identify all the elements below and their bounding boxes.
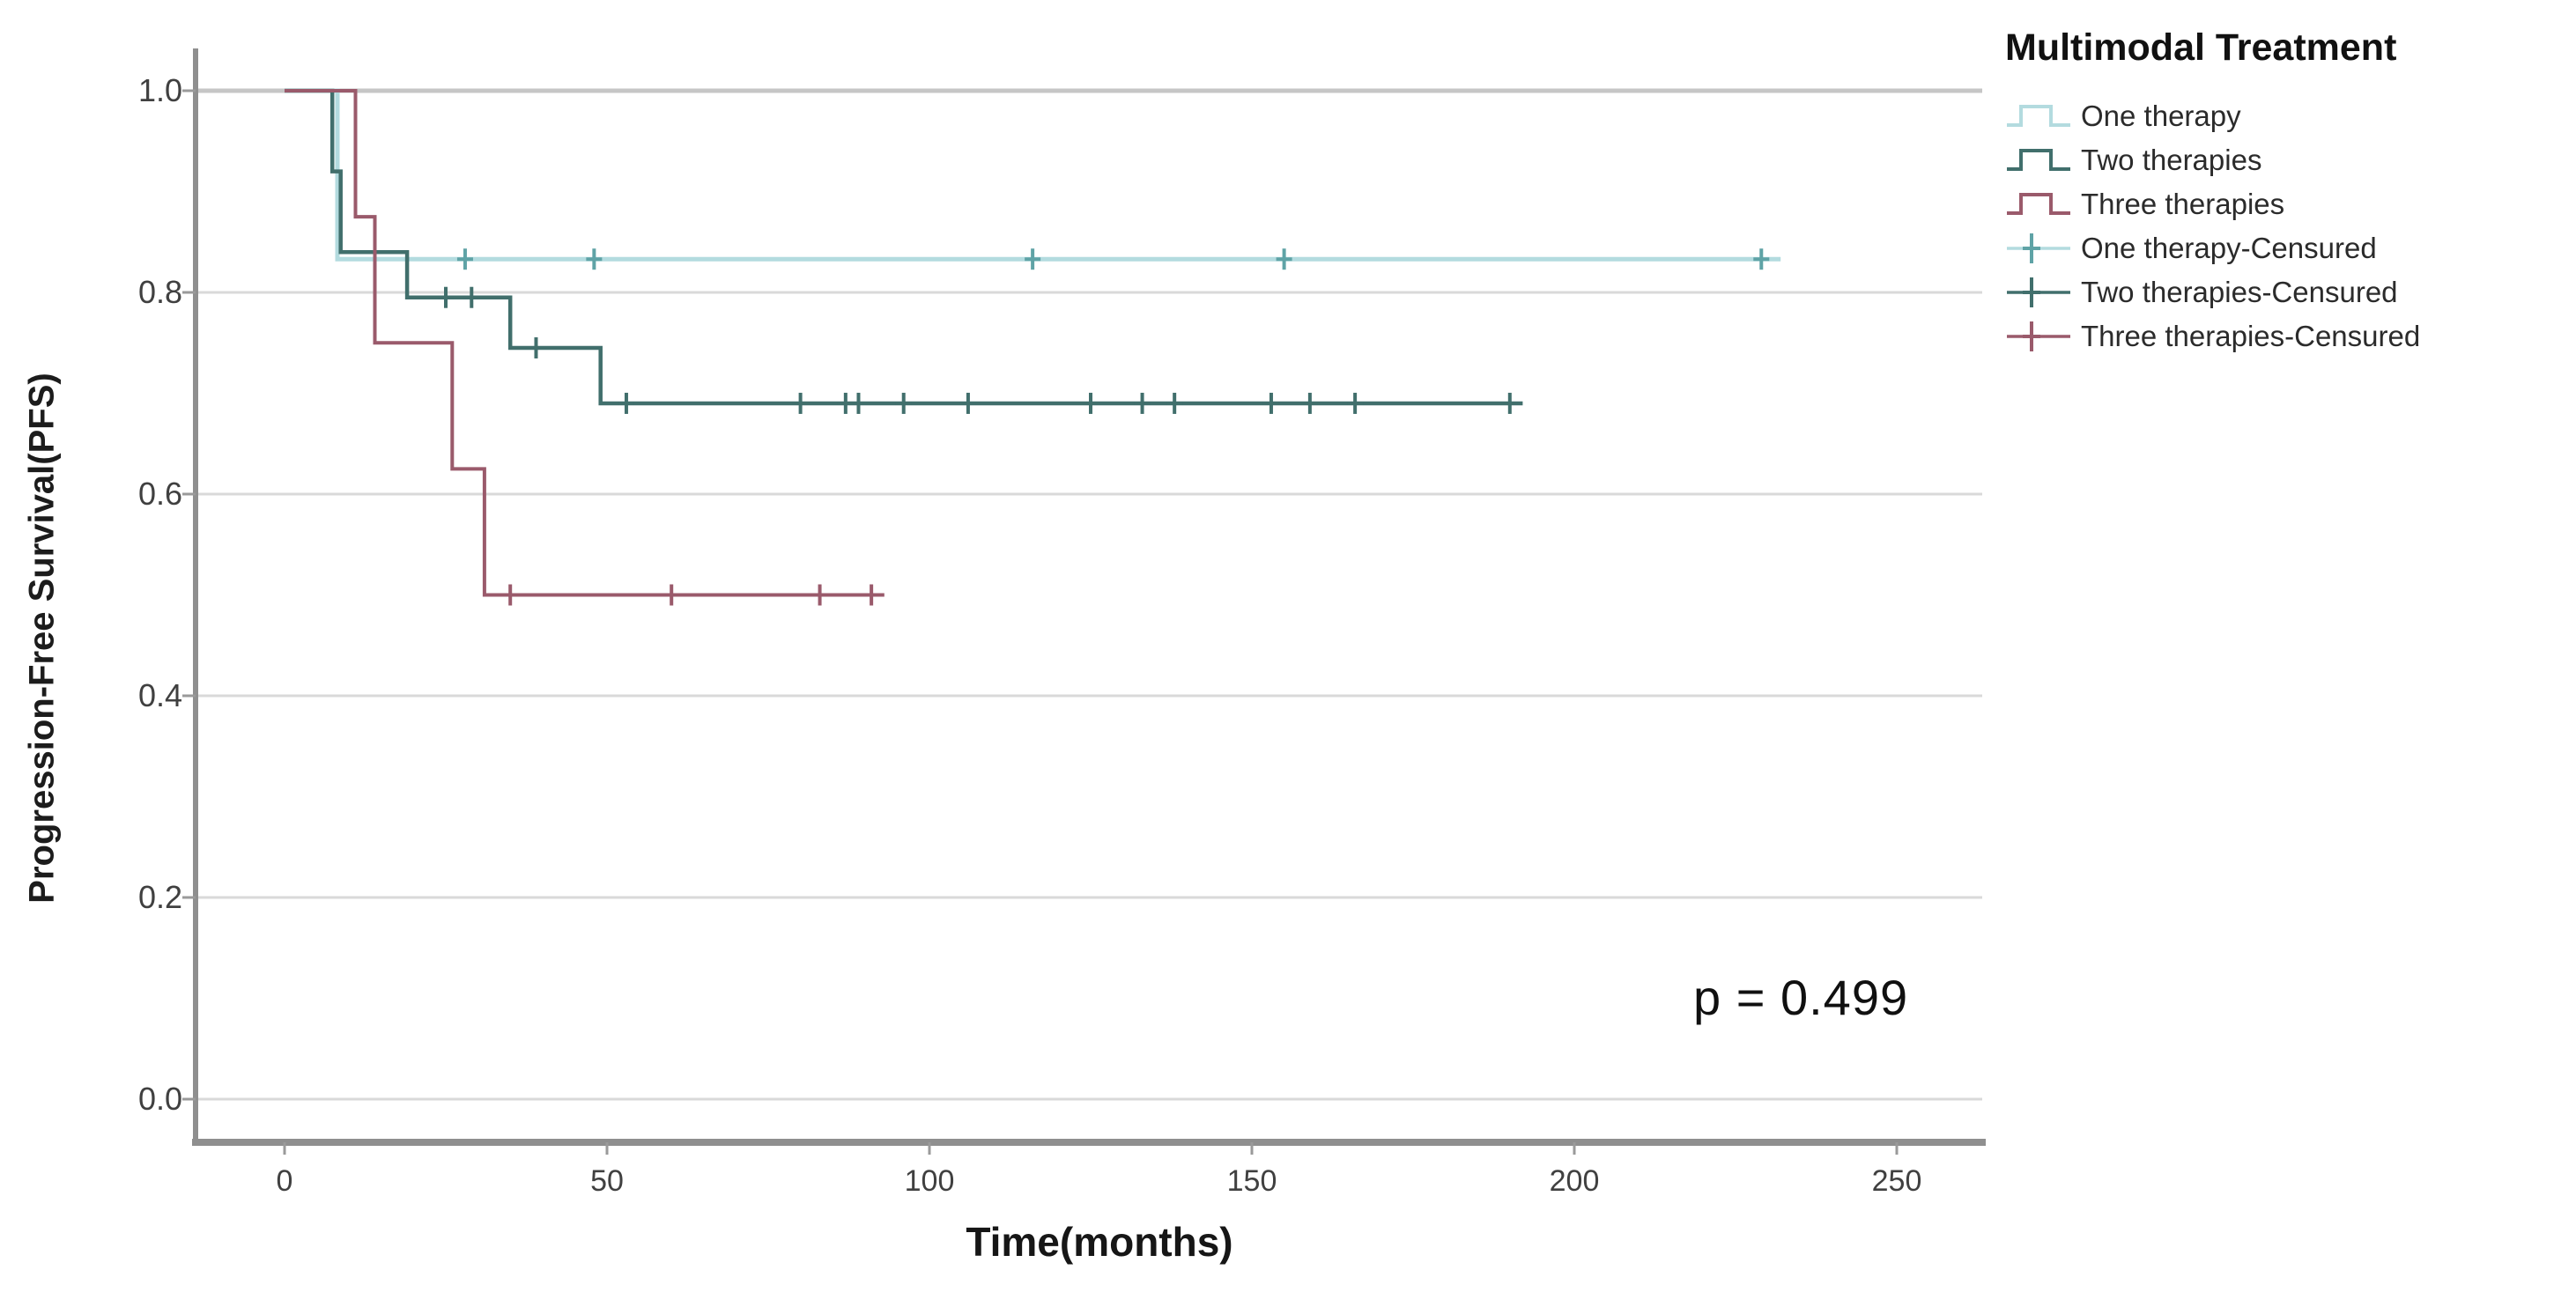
legend-item: Two therapies-Censured [2005,270,2574,314]
legend: Multimodal Treatment One therapy Two ther… [2005,26,2574,358]
legend-item: One therapy-Censured [2005,226,2574,270]
survival-step-line [285,88,1781,262]
y-axis-label: Progression-Free Survival(PFS) [22,373,62,904]
axes [192,48,1986,1146]
survival-step-line [285,89,885,597]
legend-item-label: One therapy [2081,100,2241,132]
legend-step-line-icon [2007,105,2070,127]
x-tick-label: 100 [905,1164,955,1198]
y-tick-label: 1.0 [138,72,182,108]
legend-item-label: Two therapies-Censured [2081,276,2398,308]
legend-step-line-icon [2007,149,2070,171]
y-tick-label: 0.8 [138,274,182,310]
legend-censor-plus-icon [2007,321,2070,351]
x-tick-label: 0 [277,1164,293,1198]
legend-item-label: One therapy-Censured [2081,232,2377,264]
gridlines [196,88,1982,1101]
series-one-therapy [285,88,1781,270]
y-tick-label: 0.0 [138,1081,182,1117]
x-tick-label: 50 [590,1164,624,1198]
legend-item: Two therapies [2005,138,2574,182]
legend-item: Three therapies-Censured [2005,314,2574,358]
legend-item-label: Three therapies [2081,188,2285,220]
x-tick-label: 150 [1227,1164,1277,1198]
y-tick-label: 0.4 [138,677,182,713]
x-axis-label: Time(months) [966,1219,1233,1265]
tick-marks: 0.0 0.2 0.4 0.6 0.8 1.0 0 50 100 150 200 250 [138,72,1921,1198]
y-tick-label: 0.6 [138,476,182,512]
x-tick-label: 250 [1872,1164,1922,1198]
legend-item-label: Three therapies-Censured [2081,320,2421,352]
legend-item-label: Two therapies [2081,144,2262,176]
series-three-therapies [285,89,885,606]
legend-item: Three therapies [2005,182,2574,226]
legend-censor-plus-icon [2007,277,2070,307]
p-value-annotation: p = 0.499 [1693,970,1909,1025]
survival-step-line [285,88,1523,406]
legend-items: One therapy Two therapies Three therapies O… [2005,94,2574,358]
legend-title: Multimodal Treatment [2005,26,2397,69]
y-tick-label: 0.2 [138,879,182,915]
legend-censor-plus-icon [2007,233,2070,263]
x-tick-label: 200 [1550,1164,1600,1198]
series-two-therapies [285,88,1523,414]
legend-item: One therapy [2005,94,2574,138]
legend-step-line-icon [2007,193,2070,215]
